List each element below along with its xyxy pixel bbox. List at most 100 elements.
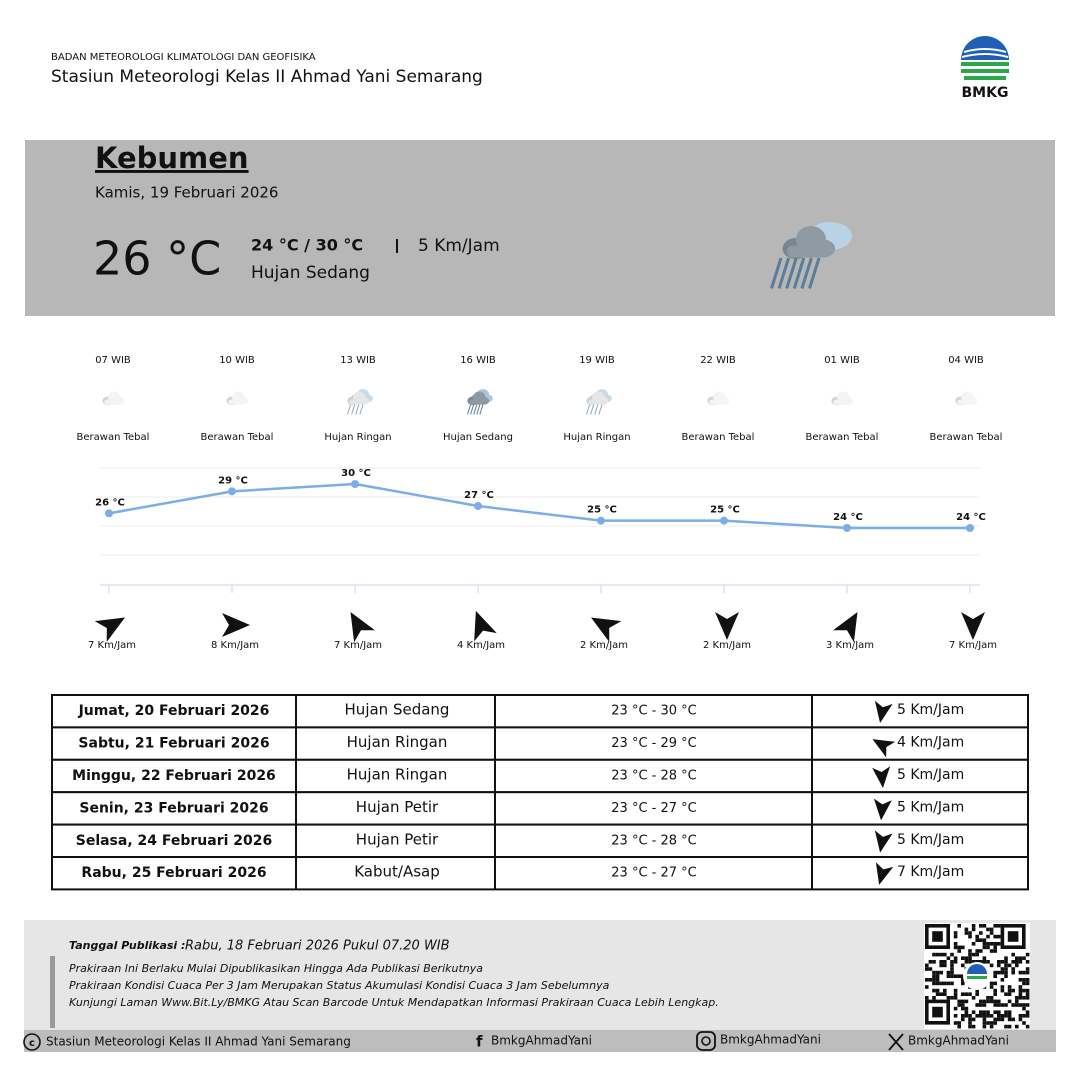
qr-cell <box>1022 956 1026 960</box>
qr-cell <box>968 956 972 960</box>
qr-cell <box>957 924 961 928</box>
qr-cell <box>975 988 979 993</box>
wind-arrow <box>874 700 893 724</box>
qr-cell <box>964 931 969 935</box>
wind-arrow <box>591 617 622 642</box>
qr-cell <box>953 1006 958 1011</box>
qr-cell <box>964 960 969 964</box>
cloud-part <box>349 399 367 405</box>
qr-cell <box>1004 1024 1008 1029</box>
instagram-icon-lens <box>701 1036 711 1046</box>
qr-cell <box>939 992 943 996</box>
qr-cell <box>1007 963 1012 968</box>
weather-icon <box>585 389 612 415</box>
qr-cell <box>982 960 987 964</box>
qr-cell <box>1018 1014 1023 1018</box>
qr-cell <box>968 1017 972 1022</box>
qr-cell <box>961 963 965 968</box>
qr-cell <box>932 981 936 986</box>
qr-cell <box>1018 970 1023 975</box>
qr-cell <box>979 949 983 953</box>
qr-cell <box>993 1017 997 1022</box>
qr-cell <box>957 1021 961 1025</box>
qr-cell <box>1025 978 1030 982</box>
qr-cell <box>989 985 994 989</box>
qr-cell <box>1000 1003 1005 1007</box>
row-temp: 23 °C - 29 °C <box>611 736 696 751</box>
qr-cell <box>1015 999 1019 1004</box>
qr-cell <box>953 996 958 1000</box>
qr-cell <box>1018 960 1023 964</box>
rain-drop <box>479 404 484 415</box>
condition-label: Hujan Ringan <box>563 432 630 443</box>
row-date: Senin, 23 Februari 2026 <box>79 800 268 816</box>
qr-cell <box>935 988 940 993</box>
row-date: Rabu, 25 Februari 2026 <box>81 865 266 881</box>
wind-arrow <box>875 862 894 885</box>
qr-cell <box>961 1006 965 1011</box>
date: Kamis, 19 Februari 2026 <box>95 184 278 202</box>
qr-cell <box>979 1003 983 1007</box>
qr-cell <box>932 970 936 975</box>
rain-drop <box>355 404 360 415</box>
qr-cell <box>932 960 936 964</box>
qr-cell <box>1007 1024 1012 1029</box>
qr-cell <box>1025 1010 1030 1014</box>
wind-arrow <box>961 612 985 640</box>
cloud-part <box>469 399 487 405</box>
qr-cell <box>968 992 972 996</box>
qr-cell <box>1011 960 1015 964</box>
wind-arrow <box>873 798 892 821</box>
rain-drop <box>594 404 599 415</box>
facebook[interactable]: BmkgAhmadYani <box>491 1034 592 1048</box>
x-account[interactable]: BmkgAhmadYani <box>908 1034 1009 1048</box>
row-condition: Hujan Petir <box>356 798 439 816</box>
qr-cell <box>997 1010 1001 1014</box>
wind-arrow <box>872 766 891 788</box>
qr-cell <box>950 974 954 978</box>
qr-cell <box>997 934 1001 939</box>
arrow-shape <box>94 617 125 642</box>
qr-cell <box>1018 996 1023 1000</box>
instagram[interactable]: BmkgAhmadYani <box>720 1033 821 1047</box>
qr-cell <box>1018 1017 1023 1022</box>
table-row <box>51 694 1029 729</box>
qr-cell <box>943 963 947 968</box>
instagram-icon <box>696 1031 716 1051</box>
qr-cell <box>989 1014 994 1018</box>
qr-cell <box>961 981 965 986</box>
qr-cell <box>997 1017 1001 1022</box>
qr-cell <box>935 981 940 986</box>
qr-cell <box>1007 1017 1012 1022</box>
wind-arrow <box>874 830 893 853</box>
qr-finder <box>1007 931 1019 942</box>
qr-cell <box>971 1010 976 1014</box>
temp-label: 24 °C <box>956 512 986 523</box>
wind-label: 7 Km/Jam <box>949 640 997 651</box>
qr-cell <box>928 978 933 982</box>
cloud-part <box>588 399 606 405</box>
qr-cell <box>1025 952 1030 957</box>
wind-label: 8 Km/Jam <box>211 640 259 651</box>
qr-cell <box>1015 963 1019 968</box>
qr-logo-mark <box>967 976 987 979</box>
rain-drop <box>785 257 798 289</box>
qr-cell <box>943 960 947 964</box>
condition-label: Hujan Ringan <box>324 432 391 443</box>
temp-label: 29 °C <box>218 475 248 486</box>
qr-cell <box>986 1021 990 1025</box>
qr-cell <box>971 952 976 957</box>
rain-drop <box>770 257 783 289</box>
qr-cell <box>1025 981 1030 986</box>
qr-cell <box>986 999 990 1004</box>
qr-cell <box>932 988 936 993</box>
x-icon <box>888 1033 904 1051</box>
weather-icon <box>226 391 249 406</box>
qr-cell <box>1007 985 1012 989</box>
qr-cell <box>997 970 1001 975</box>
qr-cell <box>1018 1003 1023 1007</box>
qr-cell <box>979 938 983 942</box>
qr-cell <box>979 931 983 935</box>
qr-cell <box>1022 978 1026 982</box>
qr-cell <box>925 985 929 989</box>
